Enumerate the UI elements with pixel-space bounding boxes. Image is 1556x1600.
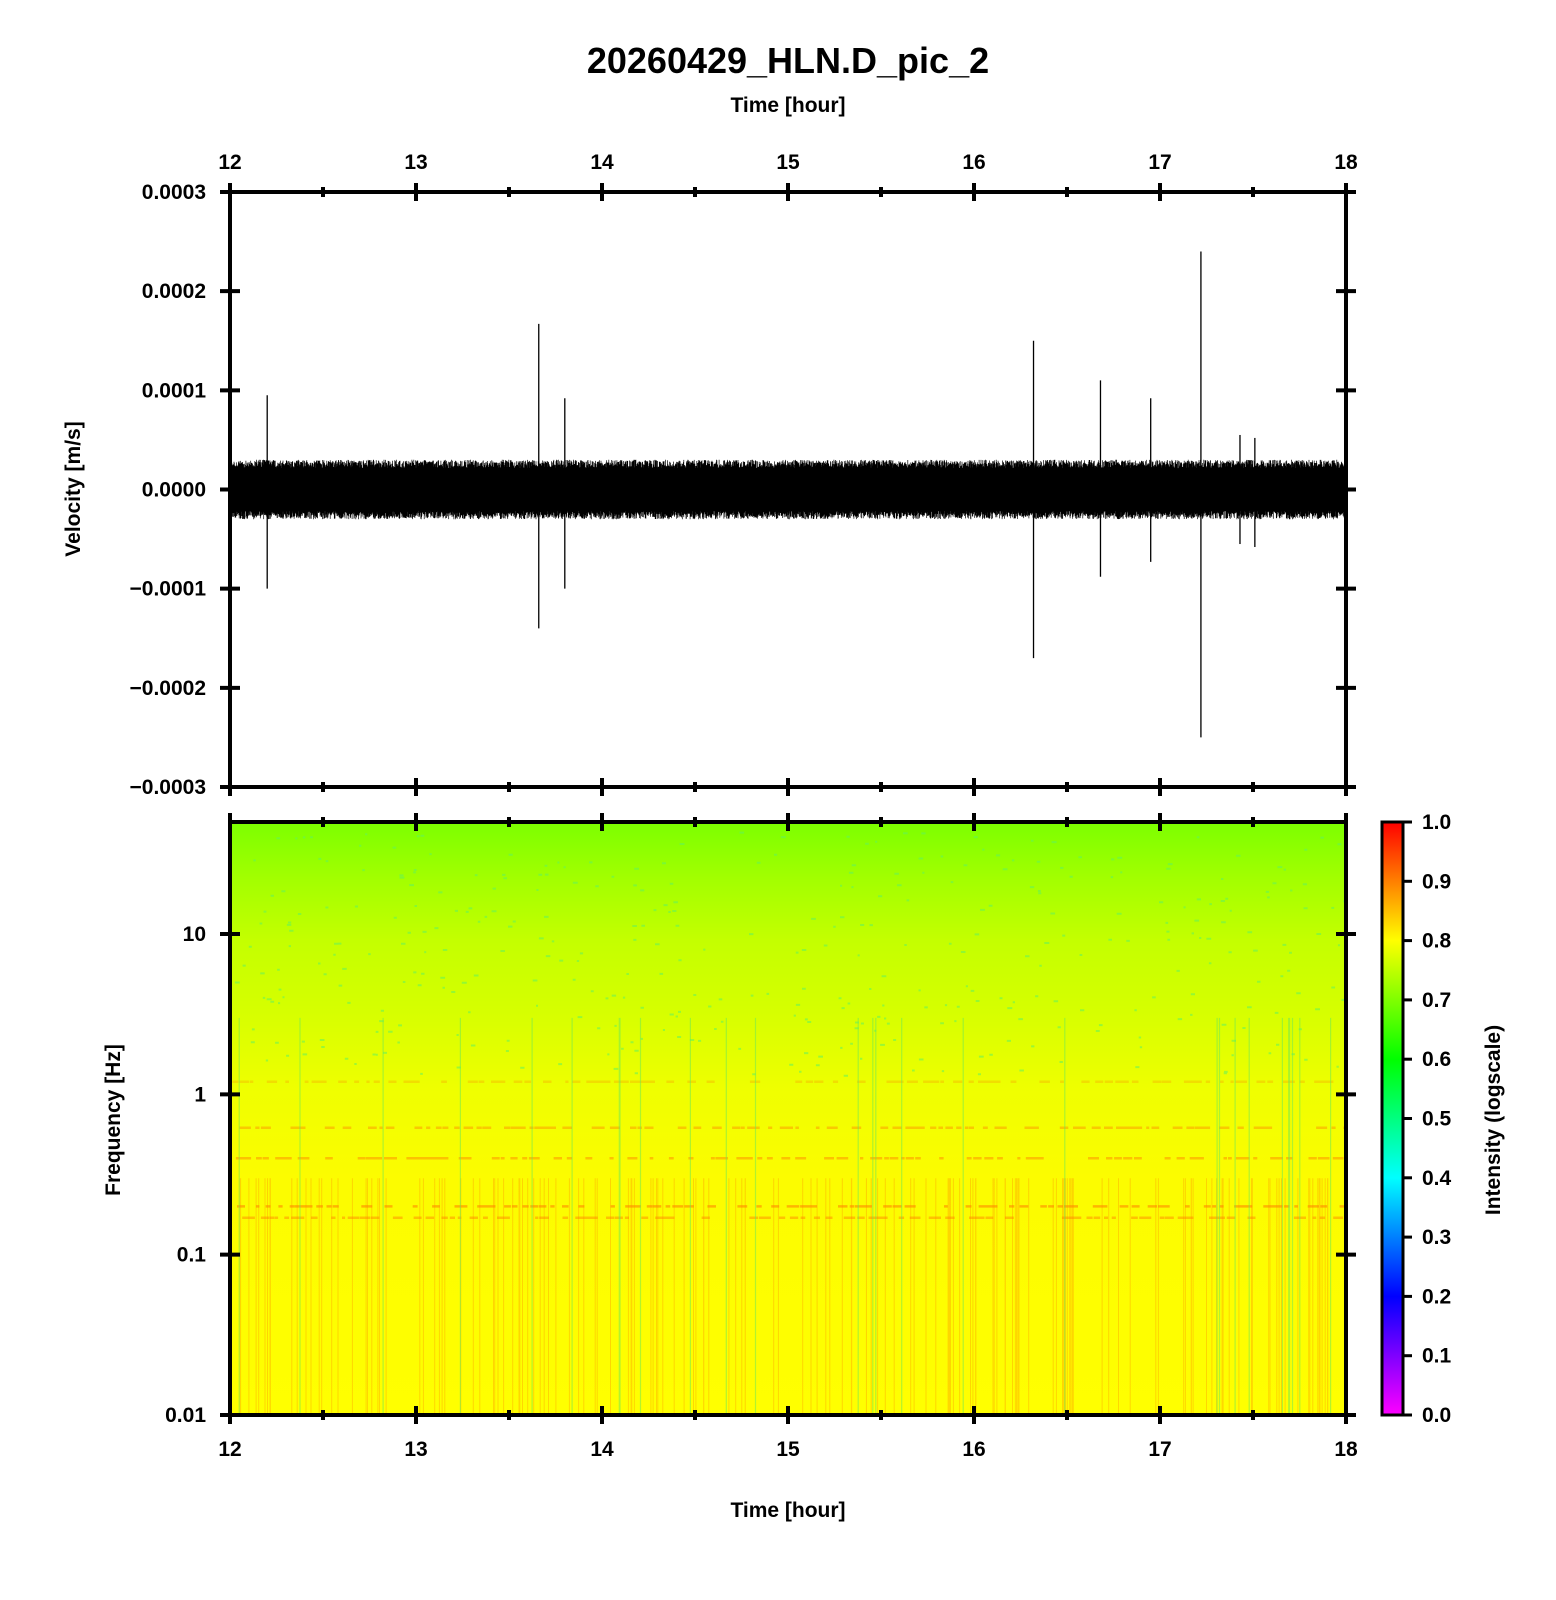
waveform-trace [230, 251, 1346, 738]
sp-y-tick-label: 0.1 [177, 1244, 207, 1267]
wf-y-tick-label: −0.0001 [130, 578, 207, 601]
colorbar: 1.0 0.9 0.8 0.7 0.6 0.5 0.4 0.3 0.2 0.1 0.0 Intens… [1380, 811, 1505, 1427]
x-axis-title-top: Time [hour] [730, 94, 845, 117]
spectrogram-frame [228, 820, 1348, 1417]
wf-y-tick-label: 0.0001 [142, 379, 207, 402]
colorbar-tick-label: 0.1 [1422, 1345, 1452, 1368]
colorbar-tick-label: 0.7 [1422, 989, 1451, 1012]
wf-x-tick-label: 14 [590, 151, 614, 174]
colorbar-tick-label: 0.0 [1422, 1404, 1451, 1427]
x-axis-title-bottom: Time [hour] [730, 1499, 845, 1522]
sp-x-tick-label: 16 [962, 1438, 985, 1461]
colorbar-tick-label: 0.8 [1422, 930, 1452, 953]
colorbar-ticks: 1.0 0.9 0.8 0.7 0.6 0.5 0.4 0.3 0.2 0.1 0.0 [1403, 811, 1452, 1427]
colorbar-tick-label: 0.3 [1422, 1226, 1451, 1249]
wf-y-tick-label: 0.0003 [142, 181, 206, 204]
colorbar-title: Intensity (logscale) [1482, 1025, 1505, 1215]
sp-x-tick-label: 17 [1148, 1438, 1171, 1461]
wf-y-tick-label: 0.0002 [142, 280, 206, 303]
sp-x-tick-label: 12 [218, 1438, 241, 1461]
wf-y-tick-label: 0.0000 [142, 479, 206, 502]
sp-x-tick-label: 13 [404, 1438, 427, 1461]
spectrogram-texture [230, 831, 1346, 1415]
wf-x-tick-label: 13 [404, 151, 427, 174]
spectrogram-green-streaks [238, 1017, 1332, 1415]
y-axis-title-frequency: Frequency [Hz] [102, 1044, 125, 1196]
spectrogram-speckle [234, 831, 1346, 1077]
spectrogram-orange-streaks [230, 1178, 1329, 1415]
waveform-panel: 12 13 14 15 16 17 18 0.0003 0.0002 0.0001 0.0000 −0… [62, 151, 1358, 799]
chart-title: 20260429_HLN.D_pic_2 [587, 40, 989, 81]
noise-band [230, 459, 1346, 520]
y-axis-title-velocity: Velocity [m/s] [62, 421, 85, 556]
spectrogram-ticks: 12 13 14 15 16 17 18 10 1 0.1 0.01 [165, 813, 1358, 1461]
colorbar-tick-label: 1.0 [1422, 811, 1451, 834]
wf-y-tick-label: −0.0003 [130, 776, 207, 799]
waveform-frame [228, 190, 1348, 789]
sp-y-tick-label: 10 [183, 923, 206, 946]
colorbar-tick-label: 0.5 [1422, 1108, 1452, 1131]
wf-y-tick-label: −0.0002 [130, 677, 207, 700]
colorbar-gradient [1380, 820, 1405, 1417]
wf-x-tick-label: 16 [962, 151, 985, 174]
sp-x-tick-label: 15 [776, 1438, 800, 1461]
sp-y-tick-label: 1 [194, 1083, 206, 1106]
colorbar-tick-label: 0.4 [1422, 1167, 1452, 1190]
sp-y-tick-label: 0.01 [165, 1404, 206, 1427]
wf-x-tick-label: 18 [1334, 151, 1358, 174]
colorbar-tick-label: 0.2 [1422, 1285, 1451, 1308]
sp-x-tick-label: 14 [590, 1438, 614, 1461]
wf-x-tick-label: 12 [218, 151, 241, 174]
colorbar-tick-label: 0.9 [1422, 870, 1451, 893]
wf-x-tick-label: 17 [1148, 151, 1171, 174]
sp-x-tick-label: 18 [1334, 1438, 1358, 1461]
wf-x-tick-label: 15 [776, 151, 800, 174]
spectrogram-background [230, 822, 1346, 1415]
colorbar-tick-label: 0.6 [1422, 1048, 1451, 1071]
waveform-ticks: 12 13 14 15 16 17 18 0.0003 0.0002 0.0001 0.0000 −0… [130, 151, 1358, 799]
